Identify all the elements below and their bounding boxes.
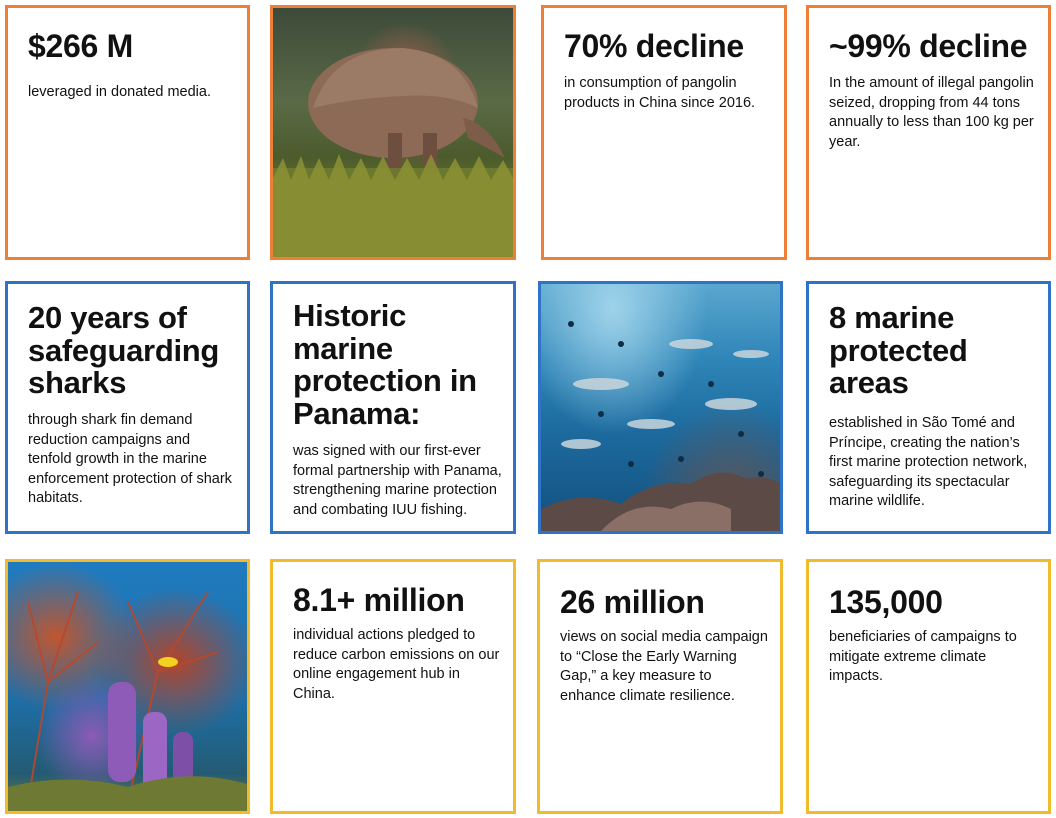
stat-value: 70% decline bbox=[564, 28, 744, 64]
stat-card-pledged-actions: 8.1+ million individual actions pledged … bbox=[270, 559, 516, 814]
stat-description: leveraged in donated media. bbox=[28, 84, 211, 100]
stat-card-sharks: 20 years of safeguarding sharks through … bbox=[5, 281, 250, 534]
stat-description: established in São Tomé and Príncipe, cr… bbox=[829, 415, 1028, 509]
stat-card-panama: Historic marine protection in Panama: wa… bbox=[270, 281, 516, 534]
stat-value: 135,000 bbox=[829, 584, 943, 620]
stat-description: was signed with our first-ever formal pa… bbox=[293, 443, 502, 518]
stat-card-consumption-decline: 70% decline in consumption of pangolin p… bbox=[541, 5, 787, 260]
stat-value: 8.1+ million bbox=[293, 582, 465, 618]
stat-value: 20 years of safeguarding sharks bbox=[28, 300, 220, 401]
stat-card-social-views: 26 million views on social media campaig… bbox=[537, 559, 783, 814]
coral-reef-photo bbox=[5, 559, 250, 814]
stat-card-beneficiaries: 135,000 beneficiaries of campaigns to mi… bbox=[806, 559, 1051, 814]
stat-description: through shark fin demand reduction campa… bbox=[28, 412, 232, 506]
stat-description: views on social media campaign to “Close… bbox=[560, 629, 768, 704]
hammerhead-sharks-photo bbox=[538, 281, 783, 534]
stat-description: In the amount of illegal pangolin seized… bbox=[829, 75, 1034, 150]
stat-value: 26 million bbox=[560, 584, 705, 620]
coral-illustration bbox=[8, 591, 247, 811]
pangolin-illustration bbox=[273, 48, 513, 257]
sharks-illustration bbox=[541, 321, 780, 531]
stat-value: $266 M bbox=[28, 28, 133, 64]
stat-description: beneficiaries of campaigns to mitigate e… bbox=[829, 629, 1017, 684]
stat-card-donated-media: $266 M leveraged in donated media. bbox=[5, 5, 250, 260]
stat-description: in consumption of pangolin products in C… bbox=[564, 75, 756, 111]
stat-value: 8 marine protected areas bbox=[829, 300, 968, 401]
stat-card-marine-protected-areas: 8 marine protected areas established in … bbox=[806, 281, 1051, 534]
pangolin-photo bbox=[270, 5, 516, 260]
stat-value: ~99% decline bbox=[829, 28, 1028, 64]
stat-value: Historic marine protection in Panama: bbox=[293, 298, 477, 431]
stat-description: individual actions pledged to reduce car… bbox=[293, 627, 500, 702]
stat-card-seizure-decline: ~99% decline In the amount of illegal pa… bbox=[806, 5, 1051, 260]
